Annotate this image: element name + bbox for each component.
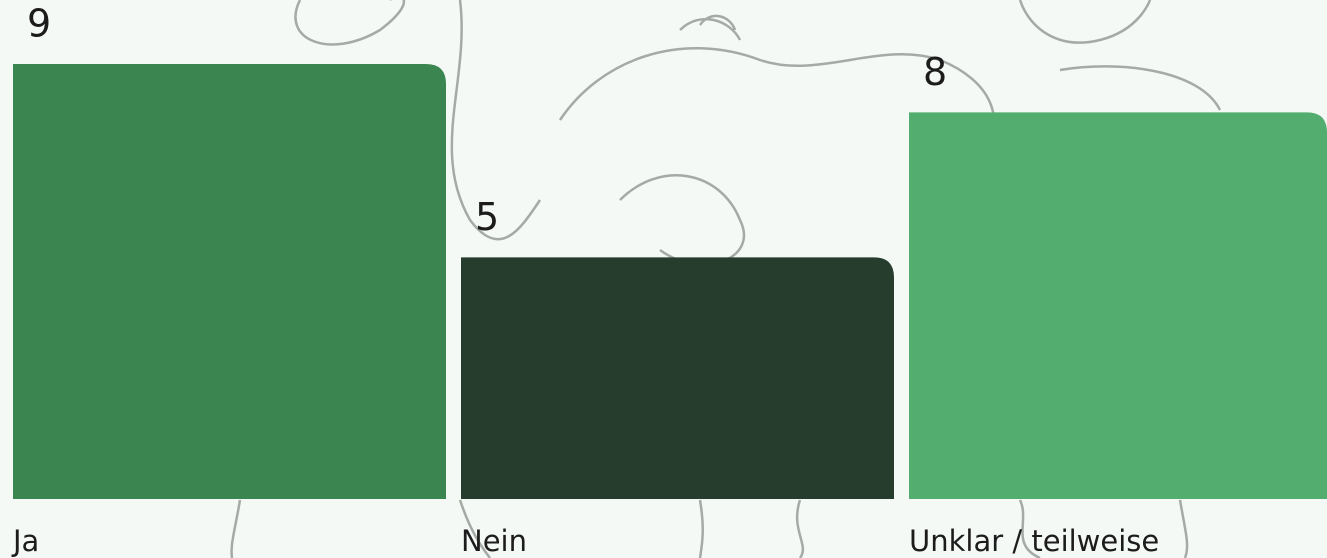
category-label: Ja bbox=[11, 524, 39, 558]
bar bbox=[909, 112, 1327, 499]
category-label: Unklar / teilweise bbox=[909, 524, 1159, 558]
value-label: 8 bbox=[923, 50, 947, 94]
category-label: Nein bbox=[461, 524, 527, 558]
chart: 9 Ja 5 Nein 8 Unklar / teilweise bbox=[0, 0, 1327, 558]
bar bbox=[461, 257, 894, 499]
value-label: 5 bbox=[475, 195, 499, 239]
value-label: 9 bbox=[27, 2, 51, 46]
bar bbox=[13, 64, 446, 499]
